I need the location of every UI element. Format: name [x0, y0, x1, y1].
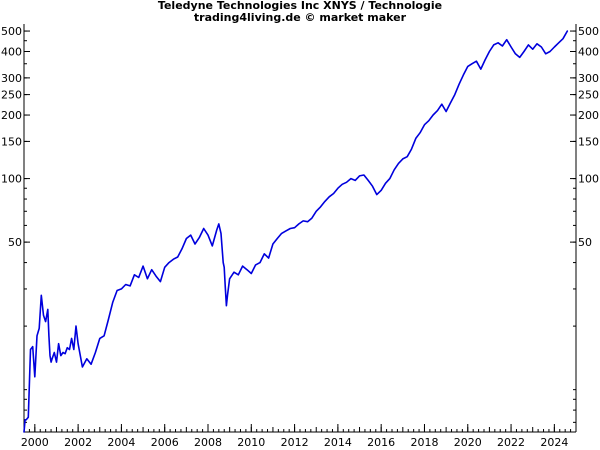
x-tick-label: 2012 — [281, 436, 309, 449]
x-tick-label: 2014 — [324, 436, 352, 449]
x-tick-label: 2004 — [107, 436, 135, 449]
tick-labels: 500 400 300 250 200 150 100 50 500 400 300 250 200 15… — [1, 25, 599, 449]
x-tick-label: 2000 — [21, 436, 49, 449]
y-tick-label-right: 250 — [578, 89, 599, 102]
y-tick-label-left: 300 — [1, 72, 22, 85]
y-tick-label-right: 200 — [578, 109, 599, 122]
y-tick-label-left: 250 — [1, 89, 22, 102]
y-tick-label-right: 50 — [578, 236, 592, 249]
x-tick-label: 2006 — [151, 436, 179, 449]
y-tick-label-right: 300 — [578, 72, 599, 85]
y-tick-label-left: 400 — [1, 46, 22, 59]
y-tick-label-left: 500 — [1, 25, 22, 38]
x-tick-label: 2010 — [237, 436, 265, 449]
axis-ticks — [23, 30, 577, 432]
axes — [23, 24, 577, 433]
y-tick-label-left: 100 — [1, 173, 22, 186]
x-tick-label: 2024 — [540, 436, 568, 449]
y-tick-label-right: 100 — [578, 173, 599, 186]
y-tick-label-left: 150 — [1, 135, 22, 148]
y-tick-label-right: 500 — [578, 25, 599, 38]
y-tick-label-right: 150 — [578, 135, 599, 148]
series-line — [23, 30, 569, 433]
x-tick-label: 2016 — [367, 436, 395, 449]
x-tick-label: 2022 — [497, 436, 525, 449]
chart-subtitle: trading4living.de © market maker — [193, 11, 407, 24]
x-tick-label: 2002 — [64, 436, 92, 449]
y-tick-label-left: 200 — [1, 109, 22, 122]
x-tick-label: 2018 — [410, 436, 438, 449]
x-tick-label: 2020 — [454, 436, 482, 449]
x-tick-label: 2008 — [194, 436, 222, 449]
y-tick-label-left: 50 — [8, 236, 22, 249]
y-tick-label-right: 400 — [578, 46, 599, 59]
chart-title: Teledyne Technologies Inc XNYS / Technol… — [157, 0, 443, 12]
price-series — [23, 30, 569, 433]
